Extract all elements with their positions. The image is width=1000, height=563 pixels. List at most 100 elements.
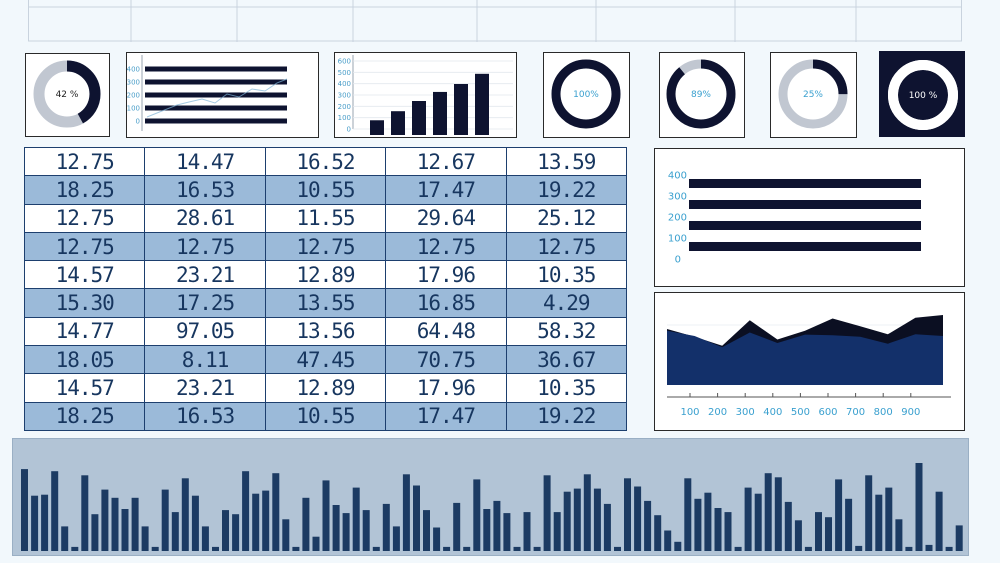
bar [704, 492, 712, 551]
table-cell: 29.64 [385, 203, 507, 233]
bar [483, 509, 491, 551]
donut-label: 89% [691, 90, 711, 100]
bar [825, 517, 832, 551]
donut-chart-1: 42 % [33, 60, 101, 128]
y-tick-label: 500 [338, 69, 351, 77]
donut-arc [33, 60, 101, 128]
bar [141, 526, 149, 551]
bar [553, 512, 561, 551]
bar [503, 513, 511, 551]
bar [744, 487, 752, 551]
bar [875, 494, 883, 551]
bar [41, 494, 49, 551]
table-cell: 10.55 [264, 175, 387, 205]
bar [845, 498, 853, 551]
table-cell: 12.67 [385, 146, 507, 177]
y-tick-label: 400 [338, 80, 351, 88]
table-cell: 19.22 [505, 401, 628, 432]
table-cell: 13.55 [264, 288, 387, 318]
table-cell: 58.32 [505, 316, 628, 347]
table-cell: 17.96 [385, 260, 507, 290]
y-tick-label: 400 [668, 171, 687, 182]
table-cell: 13.56 [264, 316, 387, 347]
table-row: 14.57 23.21 12.89 17.96 10.35 [23, 260, 628, 290]
donut-panel-4: 25% [770, 52, 857, 138]
bar-base [145, 118, 287, 124]
donut-label: 100% [573, 90, 599, 100]
table-cell: 18.25 [23, 401, 146, 432]
bar [382, 503, 390, 551]
bar [689, 242, 921, 251]
table-cell: 15.30 [23, 288, 146, 318]
table-row: 14.77 97.05 13.56 64.48 58.32 [23, 316, 628, 347]
y-tick-label: 200 [338, 103, 351, 111]
y-tick-label: 300 [127, 79, 140, 87]
bar [689, 179, 921, 188]
donut-arc [888, 60, 958, 130]
table-row: 18.05 8.11 47.45 70.75 36.67 [23, 345, 628, 375]
table-cell: 70.75 [385, 345, 507, 375]
table-cell: 12.75 [23, 231, 146, 262]
table-cell: 10.35 [505, 373, 628, 403]
bar [332, 505, 340, 551]
bar [915, 463, 923, 551]
table-cell: 17.96 [385, 373, 507, 403]
bar [533, 546, 541, 551]
bar [51, 471, 59, 551]
bar [764, 473, 772, 551]
bar [171, 512, 179, 551]
bar [61, 526, 69, 551]
table-cell: 10.55 [264, 401, 387, 432]
table-cell: 14.47 [144, 146, 266, 177]
overlay-line [146, 78, 288, 118]
bar [694, 498, 702, 551]
bar [443, 546, 451, 551]
bar [563, 491, 571, 551]
x-tick-label: 900 [901, 407, 920, 418]
table-cell: 23.21 [144, 373, 266, 403]
table-cell: 36.67 [505, 345, 628, 375]
donut-arc [551, 59, 621, 129]
bar [945, 546, 953, 551]
y-tick-label: 0 [347, 126, 351, 134]
bar [191, 495, 199, 551]
hbar-panel-small: 400 300 200 100 0 [126, 52, 319, 138]
bar [201, 526, 209, 551]
table-cell: 14.57 [23, 373, 146, 403]
donut-arc [666, 59, 736, 129]
bar [754, 493, 762, 551]
table-cell: 25.12 [505, 203, 628, 233]
bar [664, 530, 672, 551]
bar [370, 120, 384, 135]
bar [262, 490, 270, 551]
donut-panel-2: 100% [543, 52, 630, 138]
donut-chart-3: 89% [666, 59, 736, 129]
bar [885, 487, 893, 551]
table-cell: 10.35 [505, 260, 628, 290]
bar [402, 474, 410, 551]
y-tick-label: 0 [136, 118, 140, 126]
y-tick-label: 100 [668, 234, 687, 245]
bar [724, 512, 732, 551]
bar [593, 488, 601, 551]
data-table: 12.75 14.47 16.52 12.67 13.59 18.25 16.53 10.55… [23, 146, 628, 432]
bar [81, 475, 89, 551]
y-tick-label: 600 [338, 58, 351, 66]
bar [145, 66, 287, 72]
bar [804, 546, 812, 551]
donut-panel-5-dark: 100 % [879, 51, 965, 137]
bar [101, 489, 109, 551]
bar [674, 541, 682, 551]
area-series-blue [667, 330, 943, 385]
bar [543, 475, 551, 551]
area-chart: 100 200 300 400 500 600 700 800 900 [667, 315, 951, 418]
x-tick-label: 200 [708, 407, 727, 418]
table-cell: 12.75 [144, 231, 266, 262]
y-tick-label: 400 [127, 66, 140, 74]
bar [145, 105, 287, 111]
bar [433, 527, 441, 551]
bar [31, 495, 39, 551]
bar [151, 546, 159, 551]
bar [352, 487, 360, 551]
bar [232, 514, 240, 551]
